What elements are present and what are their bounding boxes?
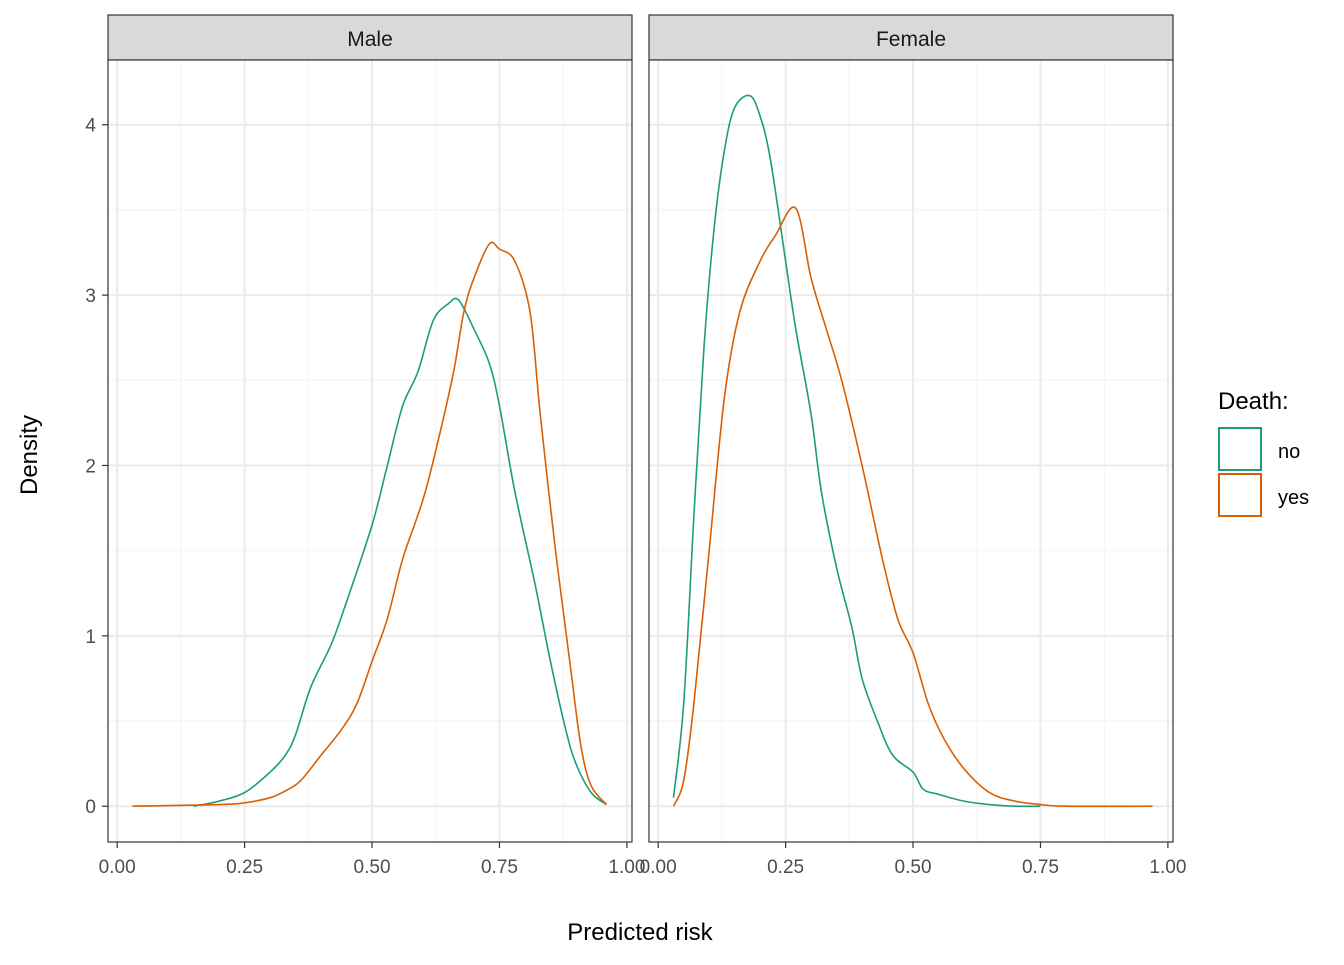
x-tick-label: 0.25 xyxy=(767,857,804,878)
density-line-no xyxy=(672,94,1041,808)
plot-area xyxy=(108,60,632,842)
legend-key-no xyxy=(1218,427,1262,471)
facet-label: Female xyxy=(876,28,946,51)
panel-female: Female 0.00 0.25 0.50 0.75 1.00 xyxy=(640,14,1186,878)
x-tick-label: 0.75 xyxy=(481,857,518,878)
facet-strip xyxy=(648,14,1174,61)
facet-label: Male xyxy=(347,28,393,51)
x-tick-label: 0.25 xyxy=(226,857,263,878)
y-tick-label: 4 xyxy=(85,116,96,137)
x-tick-label: 1.00 xyxy=(1149,857,1186,878)
y-tick-label: 1 xyxy=(85,627,96,648)
legend-label-no: no xyxy=(1278,441,1300,463)
legend-label-yes: yes xyxy=(1278,487,1309,509)
x-tick-label: 0.50 xyxy=(895,857,932,878)
density-line-no xyxy=(193,297,608,808)
x-tick-label: 0.50 xyxy=(354,857,391,878)
x-tick-label: 0.75 xyxy=(1022,857,1059,878)
legend-title: Death: xyxy=(1218,388,1289,415)
y-tick-label: 0 xyxy=(85,797,96,818)
y-tick-label: 3 xyxy=(85,286,96,307)
density-line-yes xyxy=(132,241,608,808)
x-tick-label: 1.00 xyxy=(608,857,645,878)
y-tick-label: 2 xyxy=(85,456,96,477)
panel-border xyxy=(648,59,1174,843)
panel-border xyxy=(107,59,633,843)
x-tick-label: 0.00 xyxy=(99,857,136,878)
panel-male: Male 0.00 0.25 0.50 0.75 1.00 0 1 2 3 4 xyxy=(85,14,645,878)
legend-key-yes xyxy=(1218,473,1262,517)
y-axis-label: Density xyxy=(16,415,43,495)
x-axis-label: Predicted risk xyxy=(567,919,713,946)
plot-area xyxy=(649,60,1173,842)
x-tick-label: 0.00 xyxy=(640,857,677,878)
density-line-yes xyxy=(672,206,1153,808)
facet-strip xyxy=(107,14,633,61)
